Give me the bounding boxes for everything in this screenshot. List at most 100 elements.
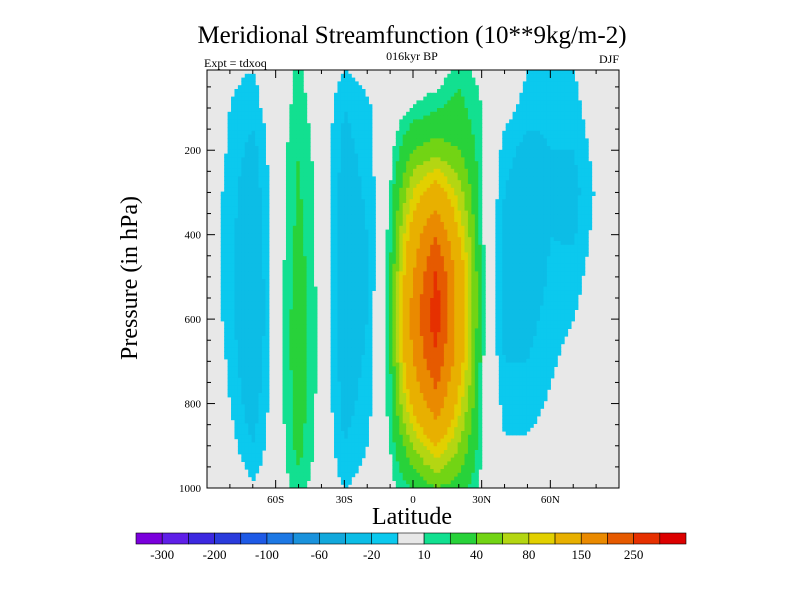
field-cell — [340, 115, 345, 120]
field-cell — [450, 96, 455, 101]
field-cell — [306, 233, 311, 238]
field-cell — [227, 298, 232, 303]
field-cell — [409, 267, 414, 272]
field-cell — [344, 77, 349, 82]
field-cell — [502, 256, 507, 261]
field-cell — [392, 271, 397, 276]
field-cell — [224, 214, 229, 219]
field-cell — [536, 298, 541, 303]
field-cell — [416, 263, 421, 269]
field-cell — [450, 100, 455, 105]
field-cell — [220, 229, 225, 234]
field-cell — [481, 256, 486, 261]
field-cell — [347, 142, 352, 147]
field-cell — [570, 172, 575, 177]
field-cell — [306, 165, 311, 170]
field-cell — [550, 282, 555, 288]
field-cell — [296, 282, 301, 288]
field-cell — [584, 248, 589, 253]
field-cell — [443, 298, 448, 303]
field-cell — [567, 290, 572, 295]
field-cell — [498, 187, 503, 193]
field-cell — [261, 203, 266, 208]
field-cell — [419, 165, 424, 170]
field-cell — [344, 161, 349, 166]
field-cell — [413, 298, 418, 303]
field-cell — [231, 134, 236, 139]
field-cell — [570, 286, 575, 291]
field-cell — [330, 149, 335, 155]
field-cell — [419, 279, 424, 284]
field-cell — [419, 241, 424, 246]
field-cell — [416, 214, 421, 219]
field-cell — [285, 233, 290, 238]
field-cell — [313, 301, 318, 307]
field-cell — [447, 298, 452, 303]
field-cell — [474, 225, 479, 231]
field-cell — [550, 172, 555, 177]
field-cell — [430, 161, 435, 166]
field-cell — [540, 210, 545, 215]
field-cell — [437, 119, 442, 124]
field-cell — [248, 195, 253, 200]
field-cell — [574, 176, 579, 181]
field-cell — [557, 210, 562, 215]
field-cell — [509, 142, 514, 147]
field-cell — [560, 81, 565, 86]
field-cell — [354, 263, 359, 269]
field-cell — [351, 92, 356, 98]
field-cell — [340, 130, 345, 136]
field-cell — [292, 119, 297, 124]
field-cell — [437, 275, 442, 280]
field-cell — [413, 263, 418, 269]
field-cell — [461, 248, 466, 253]
field-cell — [570, 229, 575, 234]
field-cell — [550, 108, 555, 113]
field-cell — [553, 225, 558, 231]
field-cell — [443, 85, 448, 90]
field-cell — [454, 108, 459, 113]
field-cell — [303, 149, 308, 155]
field-cell — [364, 111, 369, 117]
field-cell — [354, 184, 359, 189]
field-cell — [416, 195, 421, 200]
field-cell — [584, 176, 589, 181]
field-cell — [423, 271, 428, 276]
field-cell — [522, 138, 527, 143]
field-cell — [584, 161, 589, 166]
field-cell — [426, 168, 431, 174]
field-cell — [413, 271, 418, 276]
field-cell — [430, 119, 435, 124]
field-cell — [522, 130, 527, 136]
field-cell — [285, 180, 290, 185]
field-cell — [248, 119, 253, 124]
field-cell — [237, 279, 242, 284]
field-cell — [430, 130, 435, 136]
field-cell — [231, 184, 236, 189]
field-cell — [337, 81, 342, 86]
field-cell — [241, 187, 246, 193]
field-cell — [553, 184, 558, 189]
field-cell — [553, 271, 558, 276]
field-cell — [354, 271, 359, 276]
field-cell — [443, 157, 448, 162]
field-cell — [553, 290, 558, 295]
field-cell — [244, 172, 249, 177]
field-cell — [231, 252, 236, 257]
field-cell — [522, 301, 527, 307]
field-cell — [536, 237, 541, 242]
field-cell — [413, 237, 418, 242]
field-cell — [440, 263, 445, 269]
field-cell — [313, 305, 318, 310]
field-cell — [351, 195, 356, 200]
field-cell — [419, 127, 424, 132]
field-cell — [364, 96, 369, 101]
field-cell — [560, 282, 565, 288]
field-cell — [334, 210, 339, 215]
field-cell — [423, 153, 428, 158]
field-cell — [296, 237, 301, 242]
field-cell — [550, 241, 555, 246]
field-cell — [310, 199, 315, 204]
field-cell — [478, 244, 483, 250]
field-cell — [224, 187, 229, 193]
